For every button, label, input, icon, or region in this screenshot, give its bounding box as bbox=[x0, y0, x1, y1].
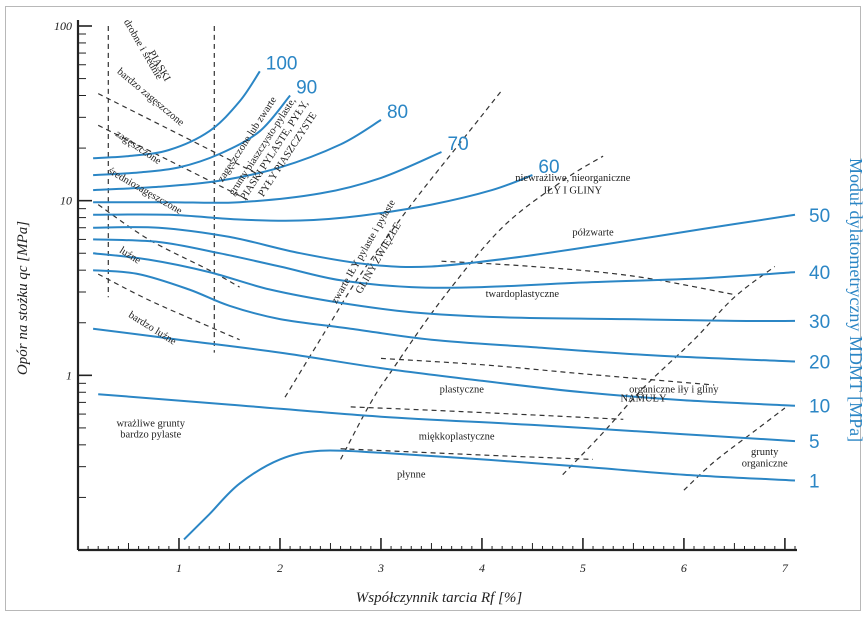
zone-annotation: wrażliwe grunty bbox=[116, 418, 185, 429]
modulus-curve bbox=[98, 393, 796, 443]
zone-boundary-line bbox=[97, 273, 240, 341]
zone-annotation: twardoplastyczne bbox=[486, 289, 560, 300]
y-ticks: 1 10 100 bbox=[54, 19, 92, 551]
zone-annotation: luźne bbox=[117, 245, 142, 267]
modulus-curve-label: 10 bbox=[809, 397, 830, 418]
y-tick-label: 1 bbox=[66, 368, 72, 382]
zone-annotation: grunty bbox=[751, 447, 779, 458]
modulus-curve bbox=[93, 119, 382, 192]
zone-boundary-line bbox=[97, 204, 240, 288]
modulus-curve-label: 50 bbox=[809, 206, 830, 227]
zone-annotation: plastyczne bbox=[440, 384, 485, 395]
x-tick-label: 4 bbox=[479, 561, 485, 575]
modulus-curve-label: 80 bbox=[387, 102, 408, 123]
modulus-curve bbox=[93, 151, 442, 204]
modulus-curve-label: 100 bbox=[266, 53, 298, 74]
zone-annotation: bardzo luźne bbox=[126, 310, 178, 348]
y-tick-label: 10 bbox=[60, 194, 72, 208]
modulus-curve-label: 70 bbox=[448, 134, 469, 155]
zone-boundary-line bbox=[340, 448, 594, 460]
modulus-curve-label: 60 bbox=[538, 157, 559, 178]
x-axis-title: Współczynnik tarcia Rf [%] bbox=[356, 590, 523, 606]
x-ticks: 1 2 3 4 5 6 7 bbox=[87, 538, 796, 575]
zone-annotation: średniozagęszczone bbox=[106, 166, 184, 217]
modulus-curve bbox=[93, 70, 261, 160]
modulus-curve bbox=[93, 238, 796, 289]
x-tick-label: 1 bbox=[176, 561, 182, 575]
zone-annotation: zagęszczone bbox=[113, 129, 163, 168]
zone-annotation: organiczne bbox=[742, 459, 788, 470]
y-tick-label: 100 bbox=[54, 19, 72, 33]
modulus-curve-label: 5 bbox=[809, 432, 820, 453]
zone-annotation: miękkoplastyczne bbox=[419, 431, 495, 442]
modulus-curve bbox=[93, 94, 291, 177]
zone-annotation: półzwarte bbox=[572, 228, 614, 239]
modulus-curve-label: 40 bbox=[809, 263, 830, 284]
modulus-curves: 100 90 80 70 60 50 40 30 20 10 5 1 bbox=[92, 53, 830, 541]
zone-boundaries bbox=[97, 25, 786, 491]
zone-annotation: płynne bbox=[397, 470, 426, 481]
modulus-curve bbox=[93, 213, 796, 268]
modulus-curve-label: 30 bbox=[809, 312, 830, 333]
zone-annotation: organiczne iły i gliny bbox=[629, 384, 719, 395]
figure-frame bbox=[5, 6, 861, 611]
modulus-curve bbox=[92, 252, 796, 323]
zone-boundary-line bbox=[380, 357, 715, 386]
zone-annotation: NAMUŁY bbox=[620, 393, 666, 404]
modulus-curve bbox=[92, 327, 796, 407]
x-tick-label: 5 bbox=[580, 561, 586, 575]
modulus-curve bbox=[93, 269, 796, 363]
modulus-curve-label: 90 bbox=[296, 78, 317, 99]
x-tick-label: 2 bbox=[277, 561, 283, 575]
zone-boundary-line bbox=[350, 406, 624, 420]
modulus-curve-label: 1 bbox=[809, 471, 820, 492]
modulus-curve bbox=[93, 174, 533, 222]
x-tick-label: 7 bbox=[782, 561, 789, 575]
right-axis-title: Moduł dylatometryczny MDMT [MPa] bbox=[846, 158, 866, 442]
y-axis-title: Opór na stożku qc [MPa] bbox=[15, 221, 31, 375]
x-tick-label: 3 bbox=[377, 561, 384, 575]
zone-annotation: IŁY I GLINY bbox=[544, 185, 603, 196]
zone-boundary-line bbox=[683, 407, 786, 491]
zone-boundary-line bbox=[97, 124, 250, 202]
modulus-curve-label: 20 bbox=[809, 353, 830, 374]
zone-boundary-line bbox=[284, 89, 503, 398]
zone-boundary-line bbox=[97, 93, 261, 176]
zone-annotation: niewrażliwe, nieorganiczne bbox=[515, 173, 631, 184]
zone-annotation: bardzo pylaste bbox=[120, 430, 181, 441]
zone-boundary-line bbox=[340, 155, 604, 460]
zone-boundary-line bbox=[562, 266, 776, 476]
modulus-curve bbox=[183, 449, 796, 541]
zone-boundary-line bbox=[441, 260, 735, 296]
axes bbox=[76, 20, 797, 552]
x-tick-label: 6 bbox=[681, 561, 687, 575]
